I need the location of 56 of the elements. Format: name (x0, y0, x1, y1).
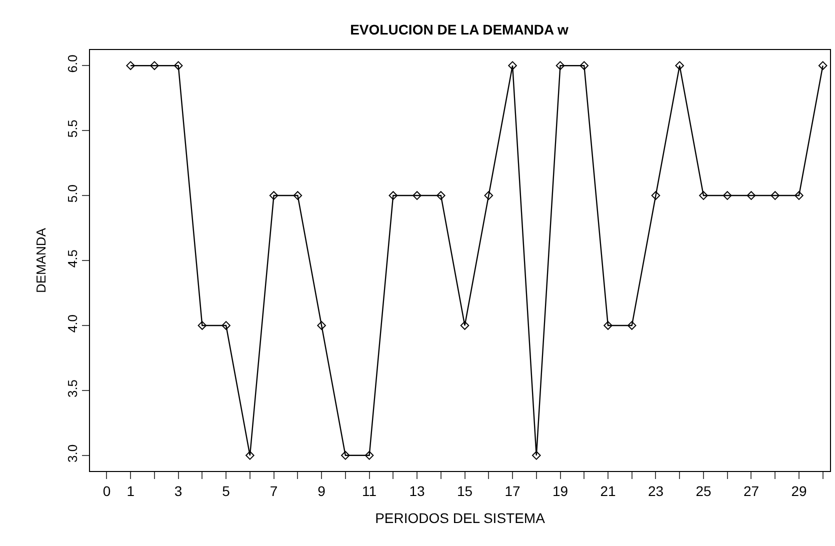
x-tick-label: 7 (270, 482, 278, 499)
point (818, 61, 828, 70)
point (651, 191, 660, 200)
point (317, 321, 326, 330)
y-tick-label: 4.0 (64, 314, 80, 333)
chart-title: EVOLUCION DE LA DEMANDA w (350, 21, 569, 38)
y-tick-label: 5.0 (64, 184, 80, 203)
y-tick-label: 6.0 (64, 54, 80, 73)
point (675, 61, 684, 70)
x-tick-label: 13 (409, 482, 426, 499)
x-tick-label: 0 (102, 482, 111, 499)
x-tick-label: 17 (504, 482, 521, 499)
point (532, 451, 541, 460)
point (222, 321, 230, 330)
y-tick-label: 3.0 (64, 444, 80, 462)
x-tick-label: 5 (222, 482, 230, 499)
point (126, 61, 135, 70)
point (556, 61, 565, 70)
x-tick-label: 23 (648, 482, 664, 499)
point (436, 191, 446, 200)
point (746, 191, 756, 200)
point (269, 191, 278, 200)
point (604, 321, 612, 330)
point (484, 191, 494, 200)
point (699, 191, 708, 200)
point (722, 191, 732, 200)
point (246, 451, 254, 460)
x-tick-label: 15 (456, 482, 473, 499)
point (198, 321, 207, 330)
x-tick-label: 1 (126, 482, 135, 499)
point (364, 451, 374, 460)
x-tick-label: 19 (552, 482, 568, 499)
x-tick-label: 11 (362, 482, 377, 499)
point (150, 61, 159, 70)
y-tick-label: 4.5 (64, 250, 80, 268)
x-tick-label: 9 (318, 482, 326, 499)
y-tick-label: 5.5 (64, 120, 80, 138)
x-tick-label: 27 (743, 482, 760, 499)
point (508, 61, 517, 70)
point (627, 321, 636, 330)
point (388, 191, 398, 200)
point (293, 191, 302, 200)
y-axis-title: DEMANDA (34, 228, 49, 294)
x-tick-label: 3 (174, 482, 182, 499)
point (580, 61, 589, 70)
y-tick-label: 3.5 (64, 379, 80, 398)
point (460, 321, 470, 330)
point (770, 191, 780, 200)
x-tick-label: 21 (600, 482, 616, 499)
x-axis-title: PERIODOS DEL SISTEMA (375, 510, 546, 526)
point (794, 191, 804, 200)
x-tick-label: 29 (791, 482, 807, 499)
point (341, 451, 350, 460)
point (412, 191, 422, 200)
point (174, 61, 183, 70)
x-tick-label: 25 (696, 482, 712, 499)
